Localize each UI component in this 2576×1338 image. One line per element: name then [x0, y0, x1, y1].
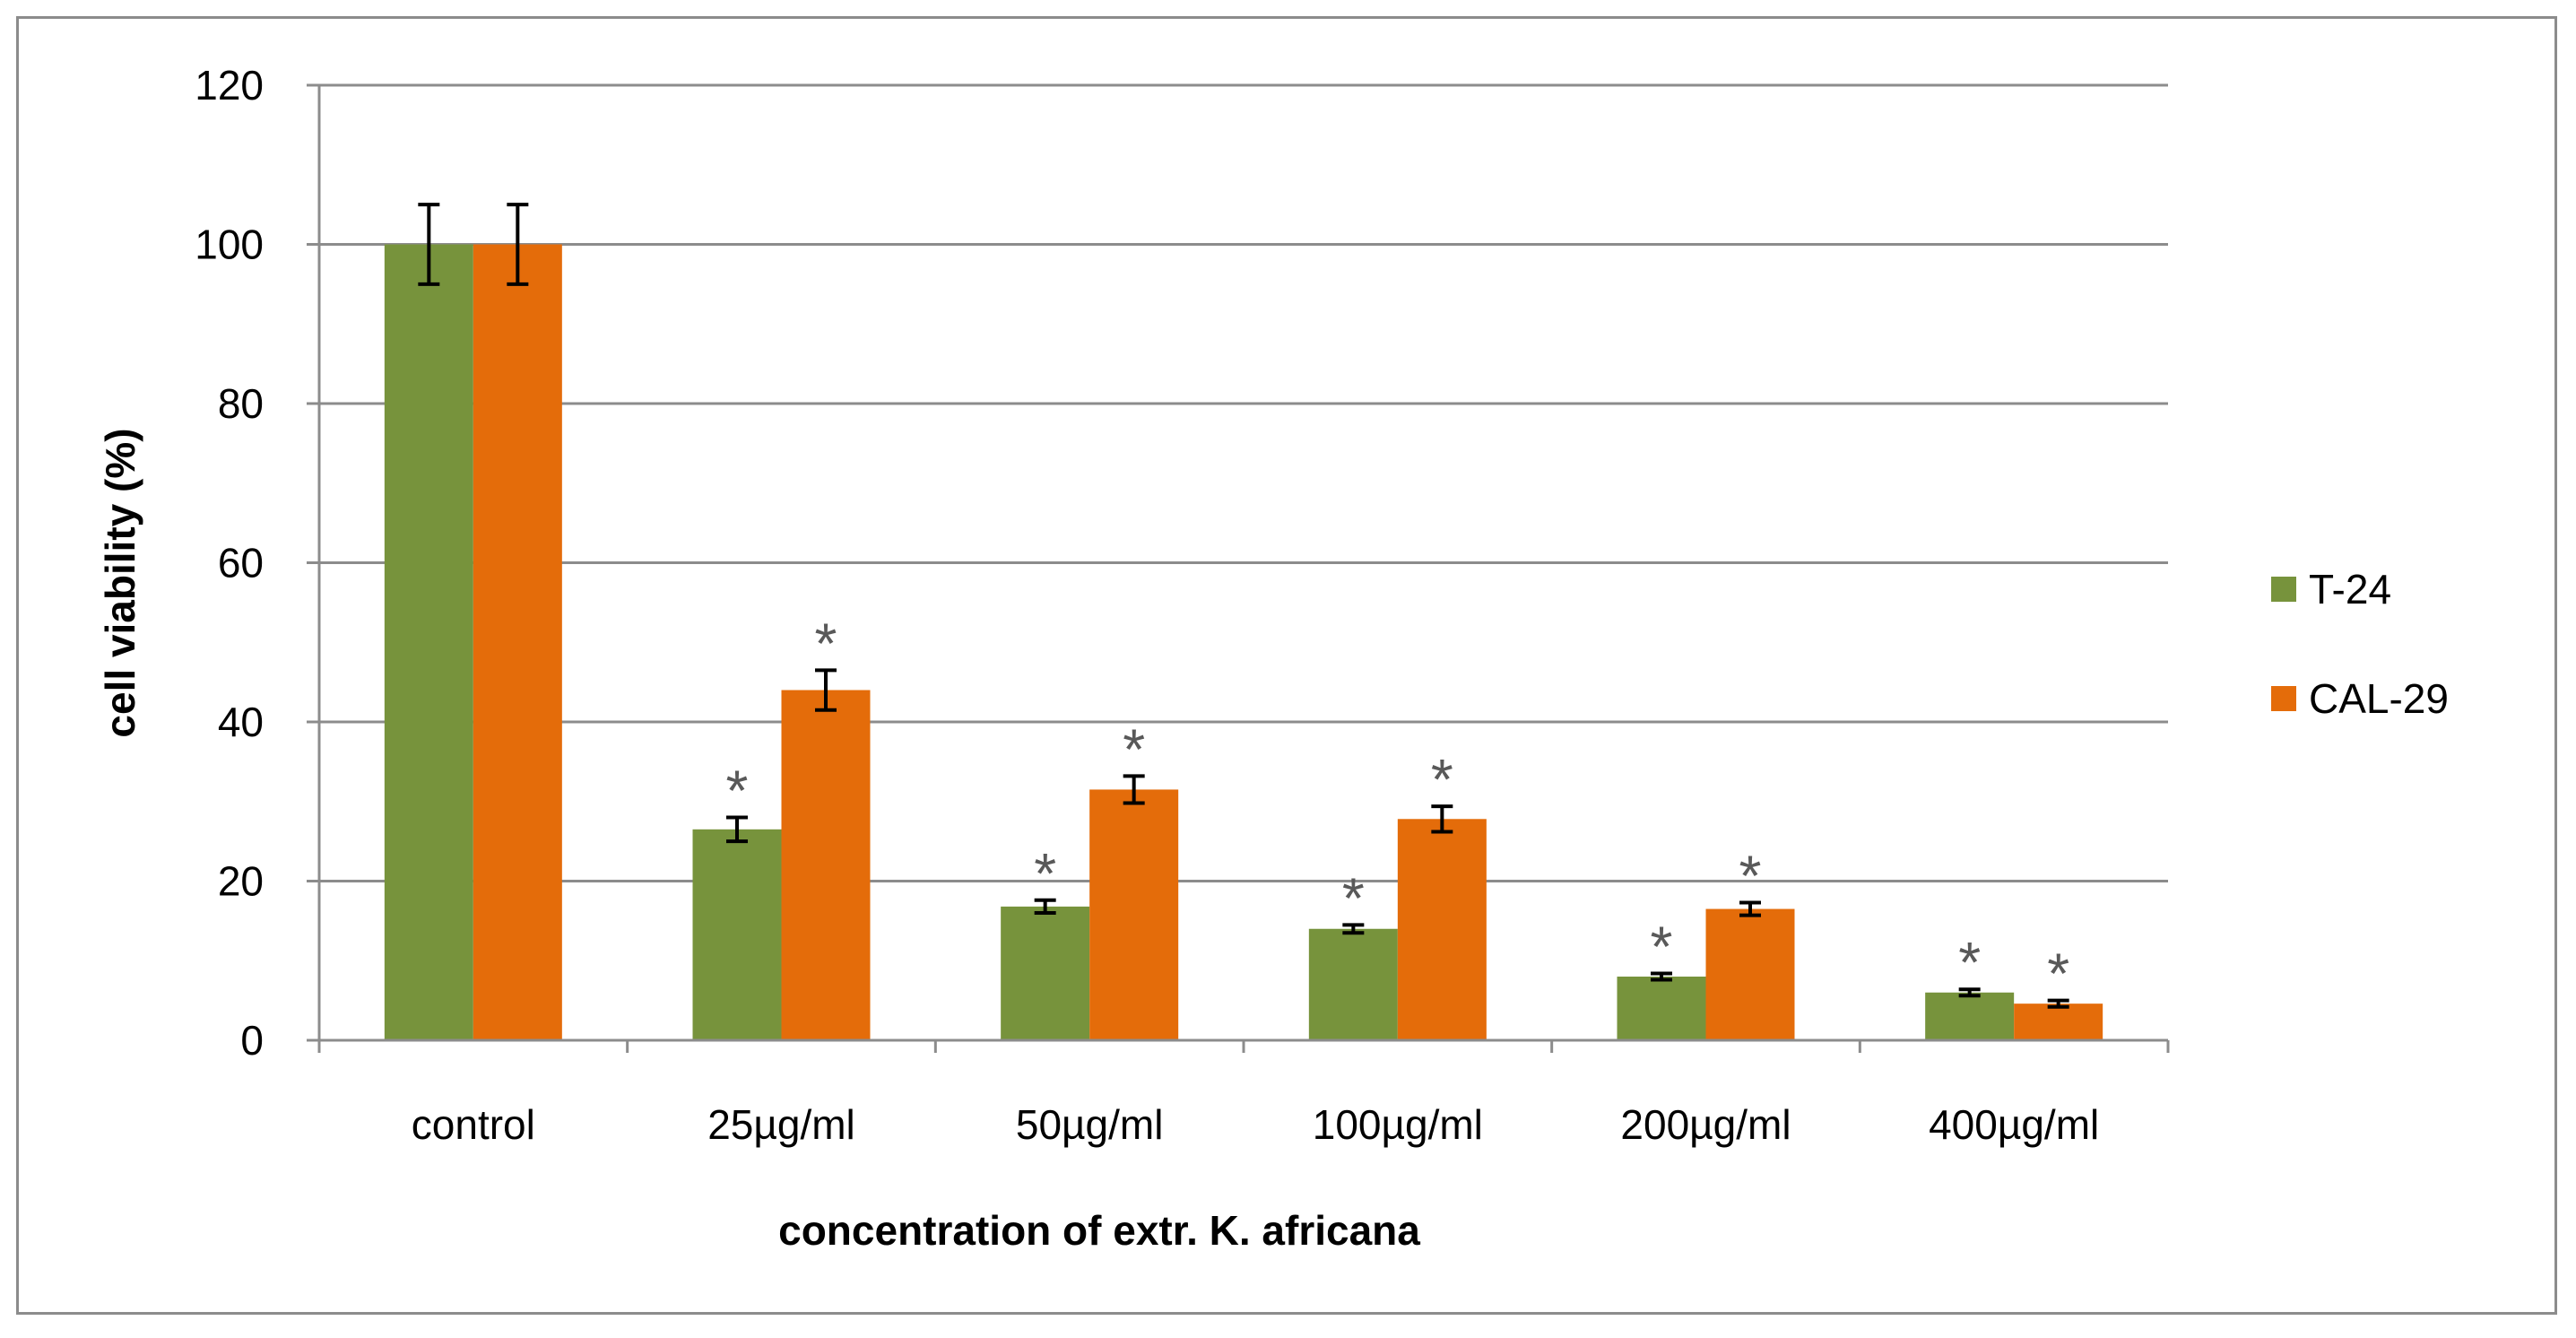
- legend: T-24 CAL-29: [2271, 566, 2449, 722]
- y-tick-label-120: 120: [195, 62, 264, 109]
- bar-t24-3: [1308, 928, 1398, 1040]
- significance-star-t24-2: *: [1034, 841, 1056, 906]
- bar-cal29-3: [1397, 819, 1487, 1040]
- legend-label-t24: T-24: [2309, 566, 2391, 613]
- x-tick-labels: control 25µg/ml 50µg/ml 100µg/ml 200µg/ml 400…: [412, 1101, 2099, 1148]
- legend-swatch-cal29: [2271, 686, 2296, 711]
- significance-star-t24-4: *: [1651, 914, 1673, 978]
- legend-swatch-t24: [2271, 577, 2296, 602]
- y-tick-labels: 0 20 40 60 80 100 120: [195, 62, 264, 1064]
- bar-cal29-1: [781, 690, 871, 1040]
- y-axis-title: cell viability (%): [97, 428, 143, 737]
- bars: [384, 244, 2103, 1040]
- bar-t24-2: [1001, 906, 1090, 1040]
- x-axis-title: concentration of extr. K. africana: [778, 1207, 1420, 1254]
- bar-cal29-5: [2014, 1004, 2103, 1040]
- significance-star-cal29-3: *: [1431, 747, 1453, 812]
- significance-star-t24-1: *: [726, 759, 749, 823]
- y-tick-label-0: 0: [240, 1017, 264, 1064]
- bar-cal29-4: [1705, 908, 1795, 1040]
- bar-cal29-2: [1089, 789, 1179, 1040]
- error-bar-t24-0: [418, 203, 440, 286]
- bar-t24-1: [692, 829, 782, 1040]
- error-bar-t24-5: [1958, 987, 1981, 998]
- bar-t24-4: [1617, 977, 1706, 1040]
- error-bar-cal29-0: [507, 203, 529, 286]
- x-tick-label-5: 400µg/ml: [1929, 1101, 2099, 1148]
- error-bar-t24-2: [1034, 898, 1056, 915]
- significance-star-cal29-2: *: [1123, 717, 1145, 781]
- x-tick-label-4: 200µg/ml: [1620, 1101, 1791, 1148]
- significance-star-cal29-1: *: [815, 611, 837, 675]
- legend-label-cal29: CAL-29: [2309, 675, 2449, 722]
- error-bar-cal29-3: [1431, 804, 1453, 834]
- x-tick-label-2: 50µg/ml: [1016, 1101, 1164, 1148]
- error-bar-t24-1: [726, 815, 748, 844]
- significance-star-cal29-5: *: [2047, 942, 2069, 1006]
- error-bar-cal29-1: [815, 668, 837, 712]
- significance-star-cal29-4: *: [1739, 843, 1762, 908]
- y-tick-label-40: 40: [218, 699, 264, 745]
- bar-cal29-0: [473, 244, 562, 1040]
- gridlines: [319, 83, 2168, 882]
- x-tick-label-3: 100µg/ml: [1313, 1101, 1483, 1148]
- error-bar-t24-3: [1342, 923, 1365, 935]
- error-bar-cal29-4: [1739, 900, 1761, 917]
- bar-t24-0: [384, 244, 473, 1040]
- error-bar-cal29-5: [2047, 998, 2069, 1009]
- error-bar-t24-4: [1651, 971, 1672, 982]
- legend-item-cal29: CAL-29: [2271, 675, 2449, 722]
- bar-t24-5: [1925, 992, 2015, 1040]
- error-bars: [418, 203, 2069, 1009]
- significance-markers: * * * * * * * * * *: [726, 611, 2070, 1005]
- significance-star-t24-3: *: [1342, 865, 1365, 930]
- y-tick-label-80: 80: [218, 380, 264, 427]
- x-tick-label-1: 25µg/ml: [707, 1101, 855, 1148]
- y-tick-label-20: 20: [218, 858, 264, 905]
- y-tick-label-60: 60: [218, 540, 264, 586]
- axes: [307, 83, 2170, 1053]
- legend-item-t24: T-24: [2271, 566, 2391, 613]
- significance-star-t24-5: *: [1958, 930, 1981, 995]
- error-bar-cal29-2: [1123, 774, 1145, 805]
- y-tick-label-100: 100: [195, 222, 264, 268]
- x-tick-label-0: control: [412, 1101, 535, 1148]
